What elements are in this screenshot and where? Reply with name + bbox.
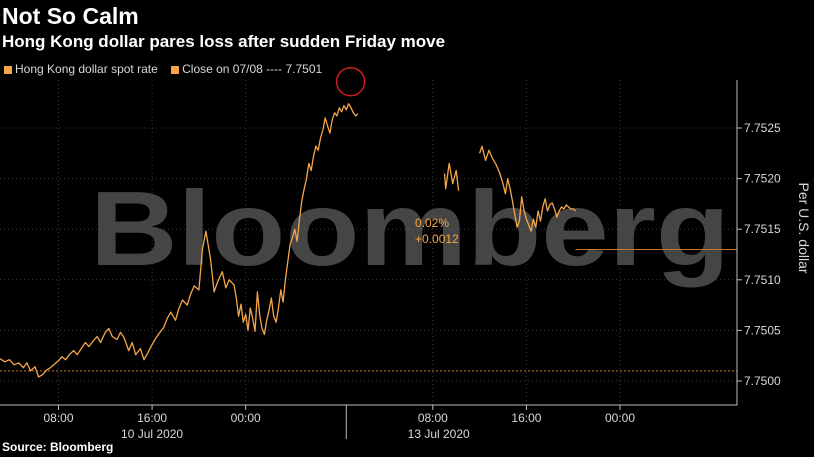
peak-highlight-circle	[335, 66, 366, 97]
y-tick-label-4: 7.7520	[744, 172, 781, 186]
y-axis-title: Per U.S. dollar	[796, 182, 812, 273]
y-tick-label-5: 7.7525	[744, 121, 781, 135]
series-line-segment-2	[478, 145, 577, 232]
legend-item-spot-rate: Hong Kong dollar spot rate	[4, 62, 158, 76]
abs-change-label: +0.0012	[415, 232, 459, 246]
date-label-1: 13 Jul 2020	[408, 427, 470, 441]
legend-swatch-close	[171, 66, 180, 74]
chart-axes: 7.7500 7.7505 7.7510 7.7515 7.7520 7.7525 08:0…	[0, 80, 812, 441]
date-label-0: 10 Jul 2020	[121, 427, 183, 441]
x-tick-label-0: 08:00	[43, 411, 73, 425]
x-tick-label-2: 00:00	[231, 411, 261, 425]
x-tick-label-4: 16:00	[511, 411, 541, 425]
y-tick-label-1: 7.7505	[744, 323, 781, 337]
source-note: Source: Bloomberg	[2, 440, 114, 454]
legend-label-close: Close on 07/08 ---- 7.7501	[182, 62, 323, 76]
legend: Hong Kong dollar spot rate Close on 07/0…	[4, 61, 332, 77]
y-tick-label-2: 7.7510	[744, 273, 781, 287]
series-line-segment-0	[0, 103, 359, 378]
y-tick-label-0: 7.7500	[744, 374, 781, 388]
chart-title: Not So Calm	[2, 3, 139, 29]
series-line-segment-1	[443, 162, 460, 191]
y-tick-label-3: 7.7515	[744, 222, 781, 236]
x-tick-label-3: 08:00	[418, 411, 448, 425]
series-layer: 0.02% +0.0012	[0, 66, 737, 378]
legend-swatch-spot-rate	[4, 66, 12, 74]
bloomberg-watermark: Bloomberg	[90, 170, 730, 288]
chart-subtitle: Hong Kong dollar pares loss after sudden…	[2, 32, 446, 51]
legend-item-close: Close on 07/08 ---- 7.7501	[171, 62, 322, 76]
x-tick-label-1: 16:00	[137, 411, 167, 425]
pct-change-label: 0.02%	[415, 216, 449, 230]
x-tick-label-5: 00:00	[605, 411, 635, 425]
chart-grid	[0, 80, 737, 405]
legend-label-spot-rate: Hong Kong dollar spot rate	[15, 62, 158, 76]
